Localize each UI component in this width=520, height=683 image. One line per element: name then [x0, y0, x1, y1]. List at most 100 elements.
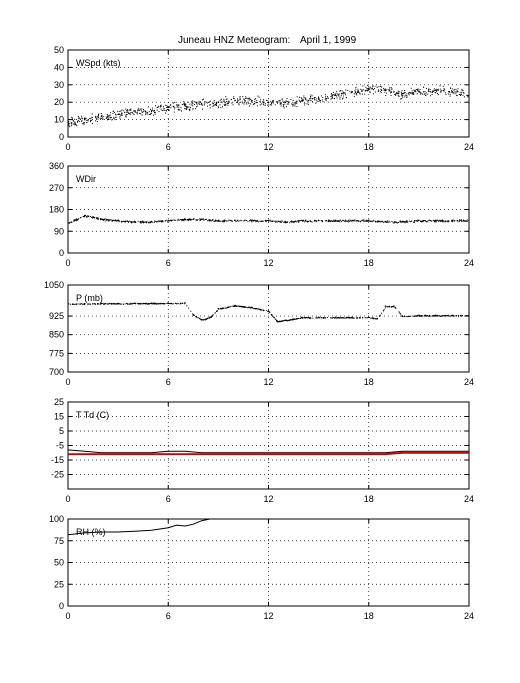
data-point — [120, 110, 122, 112]
data-point — [181, 219, 183, 221]
data-point — [436, 91, 438, 93]
data-point — [354, 219, 356, 221]
data-point — [357, 220, 359, 222]
data-point — [187, 107, 189, 109]
data-point — [365, 317, 367, 319]
data-point — [107, 303, 109, 305]
data-point — [71, 117, 73, 119]
data-point — [372, 89, 374, 91]
data-point — [373, 317, 375, 319]
data-point — [425, 92, 427, 94]
data-point — [226, 103, 228, 105]
data-point — [274, 318, 276, 320]
data-point — [167, 220, 169, 222]
data-point — [164, 220, 166, 222]
data-point — [321, 95, 323, 97]
data-point — [178, 104, 180, 106]
data-point — [463, 92, 465, 94]
data-point — [338, 93, 340, 95]
data-point — [456, 219, 458, 221]
data-point — [76, 219, 78, 221]
data-point — [243, 220, 245, 222]
data-point — [234, 219, 236, 221]
data-point — [113, 117, 115, 119]
data-point — [290, 319, 292, 321]
data-point — [410, 315, 412, 317]
data-point — [434, 314, 436, 316]
data-point — [170, 104, 172, 106]
data-point — [138, 107, 140, 109]
data-point — [378, 89, 380, 91]
data-point — [405, 221, 407, 223]
data-point — [150, 111, 152, 113]
data-point — [390, 94, 392, 96]
data-point — [299, 220, 301, 222]
data-point — [282, 320, 284, 322]
data-point — [170, 107, 172, 109]
data-point — [275, 319, 277, 321]
data-point — [447, 93, 449, 95]
data-point — [75, 124, 77, 126]
data-point — [161, 303, 163, 305]
data-point — [168, 303, 170, 305]
data-point — [361, 90, 363, 92]
data-point — [451, 88, 453, 90]
data-point — [323, 317, 325, 319]
data-point — [178, 107, 180, 109]
data-point — [83, 215, 85, 217]
data-point — [103, 219, 105, 221]
data-point — [373, 88, 375, 90]
data-point — [209, 104, 211, 106]
data-point — [400, 221, 402, 223]
data-point — [91, 117, 93, 119]
data-point — [168, 220, 170, 222]
data-point — [364, 317, 366, 319]
data-point — [71, 118, 73, 120]
data-point — [283, 107, 285, 109]
data-point — [338, 317, 340, 319]
y-tick-label: 50 — [54, 558, 64, 568]
data-point — [386, 221, 388, 223]
data-point — [441, 220, 443, 222]
data-point — [414, 315, 416, 317]
data-point — [355, 93, 357, 95]
data-point — [214, 104, 216, 106]
data-point — [384, 307, 386, 309]
data-point — [148, 113, 150, 115]
data-point — [249, 105, 251, 107]
data-point — [288, 101, 290, 103]
data-point — [305, 98, 307, 100]
data-point — [367, 84, 369, 86]
data-point — [419, 314, 421, 316]
data-point — [176, 219, 178, 221]
data-point — [70, 122, 72, 124]
data-point — [264, 105, 266, 107]
data-point — [439, 85, 441, 87]
data-point — [459, 94, 461, 96]
data-point — [164, 303, 166, 305]
data-point — [192, 219, 194, 221]
x-tick-label: 0 — [65, 258, 70, 268]
data-point — [178, 109, 180, 111]
data-point — [224, 102, 226, 104]
data-point — [368, 219, 370, 221]
data-point — [179, 109, 181, 111]
data-point — [410, 221, 412, 223]
data-point — [461, 315, 463, 317]
data-point — [464, 220, 466, 222]
data-point — [71, 221, 73, 223]
data-point — [257, 221, 259, 223]
data-point — [208, 219, 210, 221]
data-point — [96, 218, 98, 220]
data-point — [344, 220, 346, 222]
data-point — [235, 221, 237, 223]
data-point — [445, 93, 447, 95]
data-point — [284, 221, 286, 223]
data-point — [200, 319, 202, 321]
data-point — [172, 303, 174, 305]
data-point — [352, 317, 354, 319]
x-tick-label: 18 — [364, 494, 374, 504]
data-point — [280, 103, 282, 105]
data-point — [338, 220, 340, 222]
data-point — [83, 123, 85, 125]
